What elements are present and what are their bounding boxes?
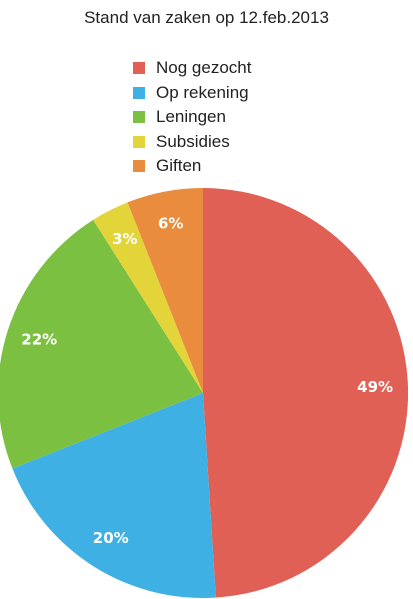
slice-label-nog-gezocht: 49% (357, 378, 393, 396)
pie-slice-leningen (0, 219, 203, 469)
legend-label-giften: Giften (156, 156, 202, 176)
legend-swatch-leningen (133, 111, 145, 124)
pie-slice-giften (127, 188, 203, 393)
legend-swatch-op-rekening (133, 86, 145, 99)
pie-slice-subsidies (93, 202, 203, 393)
legend-swatch-giften (133, 160, 145, 173)
pie-slice-op-rekening (12, 393, 216, 599)
slice-label-leningen: 22% (21, 330, 57, 348)
slice-label-giften: 6% (158, 214, 183, 232)
legend-item-subsidies: Subsidies (133, 130, 333, 155)
legend-label-subsidies: Subsidies (156, 131, 230, 151)
legend-swatch-subsidies (133, 135, 145, 148)
legend-label-leningen: Leningen (156, 107, 226, 127)
pie-slice-nog-gezocht (203, 187, 409, 598)
legend-item-leningen: Leningen (133, 105, 333, 130)
legend-item-op-rekening: Op rekening (133, 81, 333, 106)
legend-item-nog-gezocht: Nog gezocht (133, 56, 333, 81)
chart-title: Stand van zaken op 12.feb.2013 (84, 8, 329, 27)
legend-item-giften: Giften (133, 154, 333, 179)
legend-label-nog-gezocht: Nog gezocht (156, 58, 252, 78)
slice-label-op-rekening: 20% (93, 529, 129, 547)
legend-swatch-nog-gezocht (133, 62, 145, 75)
pie-slice-labels: 49% 20% 22% 3% 6% (21, 214, 393, 547)
pie-slices (0, 187, 409, 599)
legend-label-op-rekening: Op rekening (156, 82, 249, 102)
chart-legend: Nog gezocht Op rekening Leningen Subsidi… (133, 56, 333, 179)
slice-label-subsidies: 3% (112, 230, 137, 248)
